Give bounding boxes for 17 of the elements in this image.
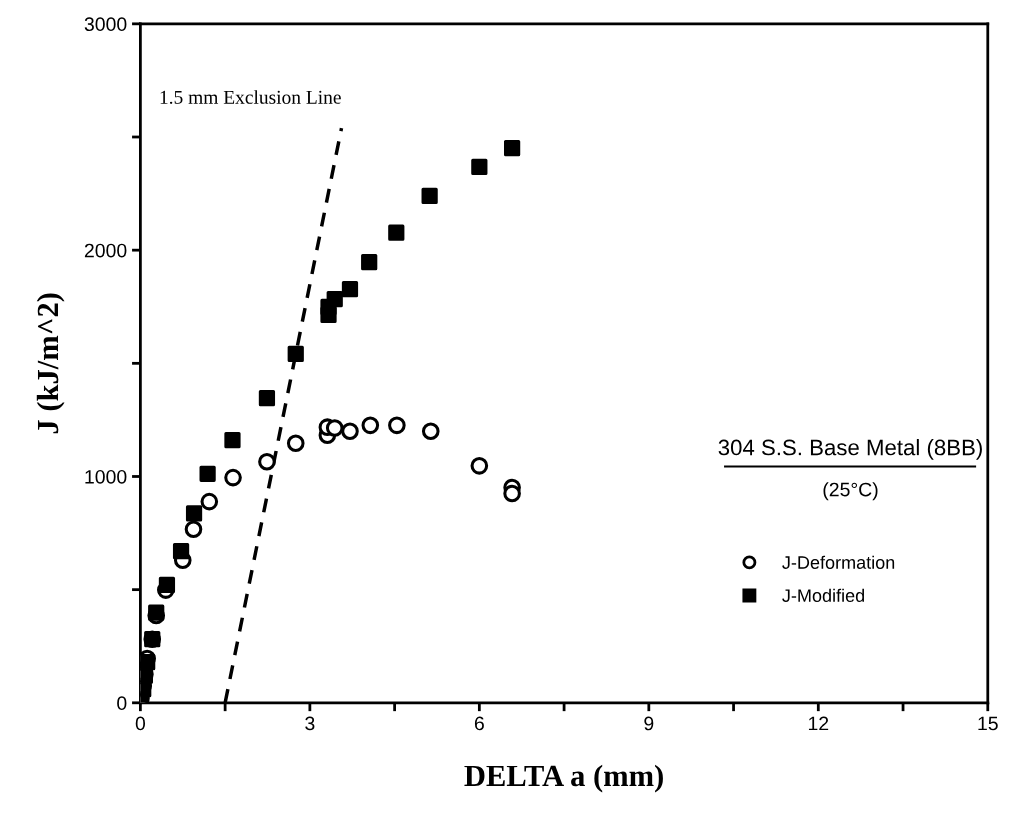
legend-label: J-Deformation xyxy=(782,555,895,569)
x-axis-title: DELTA a (mm) xyxy=(464,764,663,793)
y-tick-label: 0 xyxy=(117,696,127,711)
x-tick-label: 12 xyxy=(808,716,829,731)
x-tick-label: 6 xyxy=(474,716,484,731)
y-tick-label: 2000 xyxy=(84,243,127,258)
x-tick-label: 0 xyxy=(135,716,146,731)
annotation: 304 S.S. Base Metal (8BB) xyxy=(718,439,982,460)
x-tick-label: 15 xyxy=(978,716,998,731)
y-axis-title: J (kJ/m^2) xyxy=(36,293,65,434)
y-tick-label: 3000 xyxy=(84,17,127,32)
annotation: (25°C) xyxy=(823,482,878,501)
annotation: 1.5 mm Exclusion Line xyxy=(160,90,341,104)
x-tick-label: 9 xyxy=(644,716,654,731)
legend-label: J-Modified xyxy=(782,588,865,602)
y-tick-label: 1000 xyxy=(85,469,127,484)
x-tick-label: 3 xyxy=(305,716,315,731)
